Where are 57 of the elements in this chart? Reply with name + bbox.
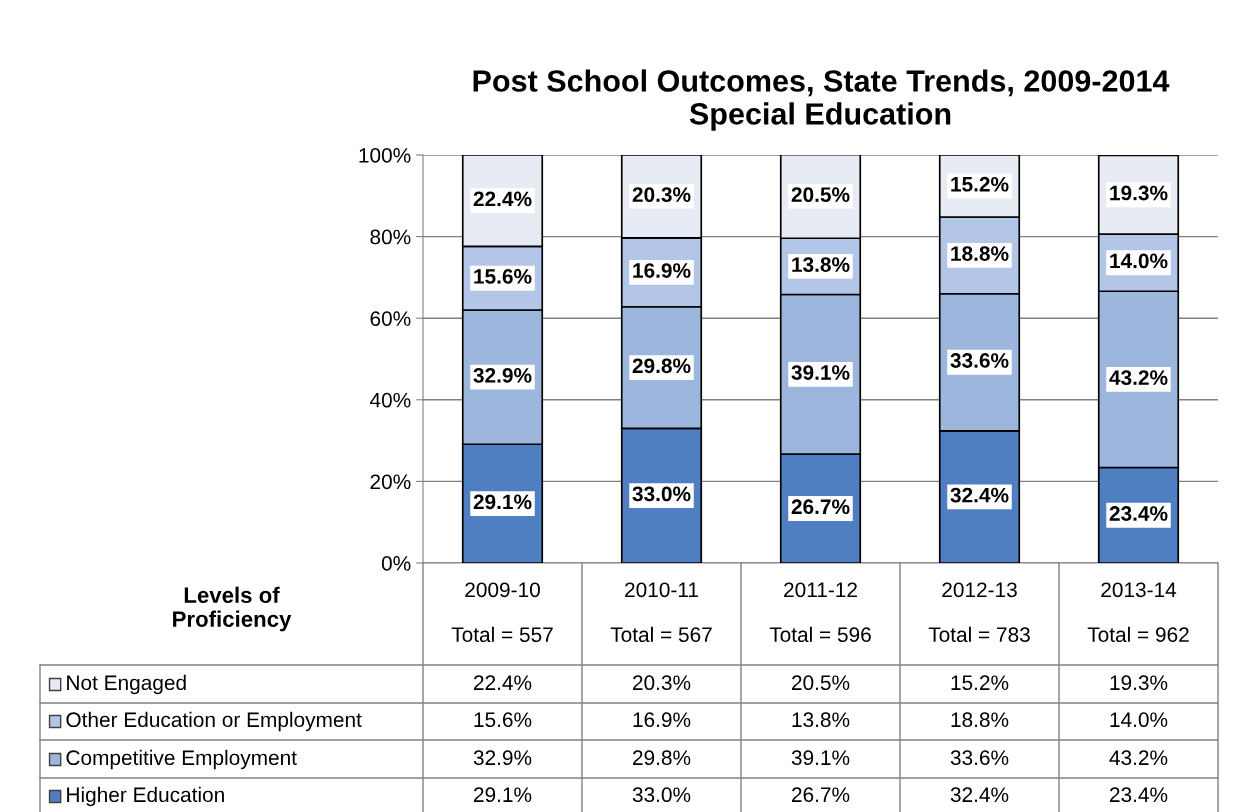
text: Levels of Proficiency	[173, 586, 292, 632]
text: 33.6%	[950, 353, 1009, 368]
data-label: 23.4%	[1110, 787, 1168, 803]
text: 29.1%	[473, 494, 532, 510]
data-label: 26.7%	[792, 787, 850, 803]
text: 16.9%	[633, 263, 691, 278]
legend-label: Competitive Employment	[66, 749, 297, 770]
data-label: 39.1%	[791, 750, 850, 766]
y-tick-label: 40%	[369, 392, 411, 408]
data-label: 22.4%	[474, 675, 532, 691]
text: 32.9%	[473, 368, 532, 383]
text: 23.4%	[1109, 506, 1168, 521]
data-label: 14.0%	[1110, 712, 1168, 728]
text: 43.2%	[1109, 370, 1168, 386]
text: 39.1%	[791, 365, 850, 380]
data-label: 20.5%	[792, 675, 850, 691]
data-label: 43.2%	[1109, 750, 1168, 766]
chart-title: Post School Outcomes, State Trends, 2009-2014 Special Education	[473, 69, 1170, 131]
text: 20.5%	[791, 187, 850, 202]
category-label: 2013-14 Total = 962	[1087, 582, 1189, 643]
y-tick-label: 100%	[359, 148, 411, 163]
data-label: 20.3%	[633, 675, 691, 691]
data-label: 29.8%	[633, 750, 691, 766]
data-label: 13.8%	[792, 712, 850, 728]
text: 26.7%	[791, 499, 850, 515]
text: 22.4%	[473, 191, 532, 207]
data-label: 15.2%	[951, 675, 1009, 691]
text: 29.8%	[632, 358, 691, 374]
text: 15.2%	[951, 176, 1009, 192]
data-label: 33.0%	[632, 787, 691, 803]
data-label: 29.1%	[474, 787, 532, 803]
y-tick-label: 0%	[381, 556, 411, 571]
category-label: 2012-13 Total = 783	[928, 582, 1030, 643]
text: 33.0%	[632, 486, 691, 502]
legend-label: Not Engaged	[67, 674, 186, 695]
legend-label: Higher Education	[67, 786, 224, 807]
text: 20.3%	[632, 187, 691, 203]
category-label: 2011-12 Total = 596	[769, 582, 871, 643]
text: 18.8%	[951, 246, 1009, 261]
text: 13.8%	[792, 257, 850, 273]
y-tick-label: 60%	[370, 311, 411, 326]
data-label: 16.9%	[633, 712, 691, 728]
data-label: 33.6%	[950, 750, 1009, 766]
data-label: 32.9%	[473, 750, 532, 766]
category-label: 2009-10 Total = 557	[451, 582, 553, 643]
y-tick-label: 20%	[370, 474, 411, 490]
data-label: 32.4%	[950, 787, 1009, 803]
data-label: 15.6%	[474, 712, 532, 728]
text: 15.6%	[474, 269, 532, 284]
text: 19.3%	[1110, 185, 1168, 201]
data-label: 19.3%	[1110, 675, 1168, 691]
data-label: 18.8%	[951, 712, 1009, 728]
text: 14.0%	[1110, 253, 1168, 269]
text: 32.4%	[950, 487, 1009, 503]
y-tick-label: 80%	[370, 229, 411, 245]
category-label: 2010-11 Total = 567	[610, 582, 712, 643]
legend-label: Other Education or Employment	[66, 711, 362, 732]
